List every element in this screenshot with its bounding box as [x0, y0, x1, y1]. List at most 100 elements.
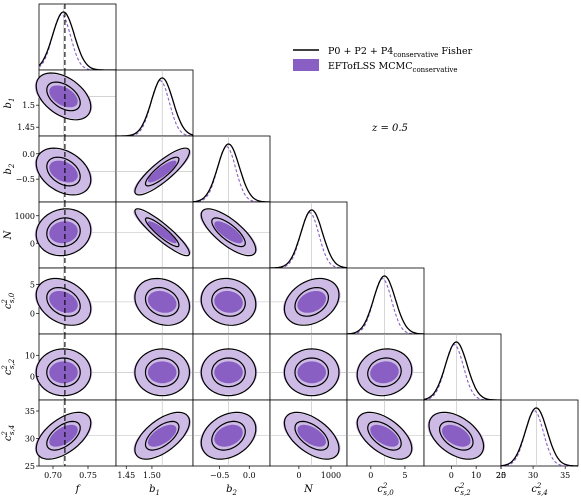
fisher-contour-2sigma: [200, 277, 257, 326]
fisher-contour-2sigma: [35, 147, 92, 196]
panel-2-2: [192, 135, 271, 203]
mcmc-contour-1sigma: [297, 424, 326, 447]
x-axis-label: N: [303, 484, 314, 495]
fisher-contour-1sigma: [144, 286, 180, 317]
legend-mcmc-label: EFTofLSS MCMCconservative: [328, 61, 458, 74]
mcmc-contour-1sigma: [49, 160, 78, 183]
fisher-contour-1sigma: [144, 357, 180, 388]
fisher-contour-2sigma: [134, 208, 191, 257]
mcmc-marginal: [501, 410, 578, 467]
panel-1-1: [115, 69, 194, 137]
corner-panels: [34, 3, 579, 469]
mcmc-contour-1sigma: [214, 424, 243, 447]
fisher-contour-1sigma: [46, 420, 81, 451]
fisher-contour-1sigma: [144, 420, 180, 451]
fisher-contour-1sigma: [438, 420, 474, 451]
fisher-contour-2sigma: [283, 277, 340, 326]
y-axis-label: c2s,4: [1, 425, 16, 441]
panel-2-4: [192, 267, 271, 335]
fisher-contour-1sigma: [144, 156, 180, 187]
panel-2-3: [192, 201, 271, 269]
panel-1-6: [115, 399, 194, 469]
y-tick-label: 0.0: [22, 150, 35, 159]
panel-5-5: [423, 333, 502, 401]
fisher-contour-1sigma: [46, 217, 81, 248]
panel-3-4: [269, 267, 348, 335]
fisher-marginal: [269, 209, 348, 269]
panel-5-6: [423, 399, 502, 469]
panel-4-6: [346, 399, 425, 469]
mcmc-contour-1sigma: [442, 424, 471, 447]
panel-0-0: [38, 3, 117, 71]
legend-fisher-label: P0 + P2 + P4conservative Fisher: [328, 46, 473, 59]
y-tick-label: 30: [25, 435, 35, 444]
panel-3-5: [269, 333, 348, 401]
fisher-contour-2sigma: [134, 147, 191, 196]
y-tick-label: 0: [30, 310, 35, 319]
x-axis-label: b1: [149, 484, 160, 497]
mcmc-contour-1sigma: [214, 361, 243, 384]
x-axis-label: f: [75, 484, 82, 495]
x-axis-label: c2 s,2: [454, 482, 471, 497]
x-tick-label: 1.45: [117, 471, 135, 480]
mcmc-contour-1sigma: [147, 361, 177, 384]
x-tick-label: 30: [528, 471, 538, 480]
x-tick-label: 5: [402, 471, 407, 480]
fisher-contour-1sigma: [294, 420, 330, 451]
panel-1-4: [115, 267, 194, 335]
panel-0-3: [34, 201, 117, 269]
panel-1-5: [115, 333, 194, 401]
fisher-contour-2sigma: [356, 411, 413, 460]
y-tick-label: 0: [30, 373, 35, 382]
x-tick-label: 0: [296, 471, 301, 480]
fisher-contour-1sigma: [294, 357, 330, 388]
mcmc-contour-1sigma: [148, 160, 177, 183]
fisher-contour-1sigma: [294, 287, 330, 317]
fisher-contour-2sigma: [356, 348, 413, 397]
fisher-contour-1sigma: [46, 357, 81, 388]
y-tick-label: 10: [25, 351, 35, 360]
fisher-contour-1sigma: [367, 357, 402, 388]
fisher-marginal: [346, 275, 424, 335]
panel-1-2: [115, 135, 194, 203]
panel-0-5: [34, 333, 117, 401]
legend-mcmc-swatch: [293, 59, 319, 71]
panel-0-6: [34, 399, 117, 469]
panel-3-6: [269, 399, 348, 469]
y-tick-label: −0.5: [16, 175, 35, 184]
fisher-contour-2sigma: [35, 72, 92, 121]
x-tick-label: 0.75: [79, 471, 97, 480]
fisher-contour-2sigma: [134, 277, 191, 326]
y-tick-label: 1000: [15, 212, 35, 221]
axis-labels: 1.451.5b1−0.50.0b201000N05c2s,0010c2s,20…: [1, 98, 570, 497]
mcmc-contour-1sigma: [49, 424, 78, 447]
fisher-contour-2sigma: [134, 411, 191, 460]
fisher-contour-1sigma: [211, 357, 246, 388]
y-axis-label: c2s,2: [1, 358, 16, 375]
fisher-contour-2sigma: [35, 208, 92, 257]
fisher-contour-2sigma: [35, 277, 92, 326]
y-tick-label: 35: [25, 407, 35, 416]
x-tick-label: 0: [368, 471, 373, 480]
mcmc-contour-1sigma: [49, 221, 78, 244]
mcmc-contour-1sigma: [297, 361, 326, 384]
mcmc-contour-1sigma: [370, 361, 399, 384]
legend: P0 + P2 + P4conservative Fisher EFTofLSS…: [293, 46, 473, 74]
y-axis-label: b2: [3, 163, 16, 174]
x-tick-label: 1000: [321, 471, 341, 480]
fisher-contour-2sigma: [35, 348, 92, 397]
redshift-annotation: z = 0.5: [371, 123, 408, 134]
x-tick-label: 10: [471, 471, 481, 480]
fisher-contour-2sigma: [283, 348, 340, 397]
y-tick-label: 1.45: [17, 123, 35, 132]
fisher-marginal: [116, 77, 194, 137]
fisher-contour-1sigma: [367, 420, 402, 451]
x-tick-label: −0.5: [210, 471, 229, 480]
x-tick-label: 0.70: [44, 471, 62, 480]
panel-1-3: [115, 201, 194, 269]
panel-0-2: [34, 135, 117, 203]
fisher-contour-2sigma: [428, 411, 485, 460]
x-axis-label: c2 s,4: [531, 482, 547, 497]
mcmc-contour-1sigma: [370, 424, 399, 447]
